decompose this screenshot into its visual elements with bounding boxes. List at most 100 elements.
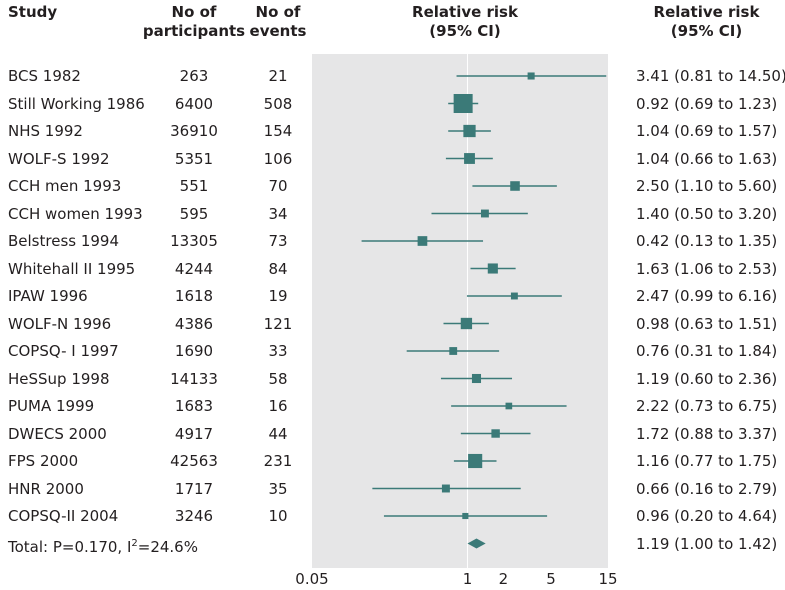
study-name: COPSQ-II 2004 (8, 507, 119, 525)
point-estimate (453, 94, 473, 113)
participants-count: 1618 (174, 287, 214, 305)
study-name: HeSSup 1998 (8, 369, 110, 388)
study-name: Whitehall II 1995 (8, 259, 136, 278)
rr-text: 0.92 (0.69 to 1.23) (636, 94, 778, 113)
point-estimate (527, 72, 535, 80)
point-estimate (449, 347, 458, 355)
rr-text: 2.47 (0.99 to 6.16) (636, 287, 778, 305)
point-estimate (462, 512, 469, 520)
study-name: PUMA 1999 (8, 397, 95, 415)
rr-text: 0.42 (0.13 to 1.35) (636, 232, 778, 250)
events-count: 70 (268, 177, 288, 195)
study-name: CCH women 1993 (8, 204, 143, 223)
participants-count: 4386 (174, 314, 214, 333)
point-estimate (487, 263, 498, 274)
participants-count: 36910 (170, 122, 218, 140)
rr-text: 1.04 (0.66 to 1.63) (636, 149, 778, 168)
events-count: 10 (268, 507, 288, 525)
participants-count: 13305 (170, 232, 218, 250)
x-tick-label: 15 (598, 570, 617, 588)
rr-text: 0.98 (0.63 to 1.51) (636, 314, 778, 333)
point-estimate (480, 209, 489, 218)
x-tick-label: 5 (546, 570, 556, 588)
events-count: 154 (263, 122, 293, 140)
participants-count: 1717 (174, 479, 214, 498)
events-count: 121 (263, 314, 293, 333)
point-estimate (491, 429, 500, 438)
rr-text: 2.50 (1.10 to 5.60) (636, 177, 778, 195)
study-name: HNR 2000 (8, 479, 84, 498)
point-estimate (510, 292, 518, 300)
study-name: DWECS 2000 (8, 424, 107, 443)
rr-text: 1.63 (1.06 to 2.53) (636, 259, 778, 278)
events-count: 16 (268, 397, 288, 415)
point-estimate (468, 453, 483, 469)
participants-count: 3246 (174, 507, 214, 525)
total-rr-text: 1.19 (1.00 to 1.42) (636, 534, 778, 553)
rr-text: 1.19 (0.60 to 2.36) (636, 369, 778, 388)
header-study: Study (8, 3, 58, 21)
study-name: BCS 1982 (8, 67, 81, 85)
participants-count: 4244 (174, 259, 214, 278)
header-events: No of events (249, 3, 307, 40)
events-count: 35 (268, 479, 288, 498)
point-estimate (471, 373, 482, 384)
pooled-diamond (467, 538, 486, 549)
point-estimate (505, 402, 513, 410)
study-name: CCH men 1993 (8, 177, 122, 195)
events-count: 19 (268, 287, 288, 305)
study-name: IPAW 1996 (8, 287, 88, 305)
events-count: 106 (263, 149, 293, 168)
rr-text: 3.41 (0.81 to 14.50) (636, 67, 785, 85)
point-estimate (464, 153, 475, 164)
study-name: WOLF-N 1996 (8, 314, 112, 333)
x-tick-label: 2 (499, 570, 509, 588)
rr-text: 0.76 (0.31 to 1.84) (636, 342, 778, 360)
header-rr-plot: Relative risk (95% CI) (412, 3, 518, 40)
rr-text: 1.16 (0.77 to 1.75) (636, 452, 778, 470)
events-count: 33 (268, 342, 288, 360)
study-name: NHS 1992 (8, 122, 83, 140)
events-count: 44 (268, 424, 288, 443)
participants-count: 263 (179, 67, 209, 85)
rr-text: 2.22 (0.73 to 6.75) (636, 397, 778, 415)
participants-count: 42563 (170, 452, 218, 470)
point-estimate (441, 484, 450, 493)
events-count: 34 (268, 204, 288, 223)
study-name: WOLF-S 1992 (8, 149, 110, 168)
participants-count: 1690 (174, 342, 214, 360)
events-count: 21 (268, 67, 288, 85)
participants-count: 4917 (174, 424, 214, 443)
study-name: COPSQ- I 1997 (8, 342, 119, 360)
header-participants: No of participants (142, 3, 246, 40)
study-name: FPS 2000 (8, 452, 79, 470)
participants-count: 5351 (174, 149, 214, 168)
events-count: 231 (263, 452, 293, 470)
study-name: Still Working 1986 (8, 94, 145, 113)
events-count: 508 (263, 94, 293, 113)
rr-text: 1.04 (0.69 to 1.57) (636, 122, 778, 140)
participants-count: 1683 (174, 397, 214, 415)
rr-text: 0.96 (0.20 to 4.64) (636, 507, 778, 525)
participants-count: 551 (179, 177, 209, 195)
study-name: Belstress 1994 (8, 232, 120, 250)
point-estimate (417, 236, 428, 246)
events-count: 73 (268, 232, 288, 250)
point-estimate (510, 181, 520, 191)
point-estimate (460, 317, 473, 330)
header-rr-text: Relative risk (95% CI) (653, 3, 760, 40)
point-estimate (463, 124, 476, 138)
rr-text: 1.72 (0.88 to 3.37) (636, 424, 778, 443)
x-tick-label: 1 (463, 570, 473, 588)
rr-text: 1.40 (0.50 to 3.20) (636, 204, 778, 223)
participants-count: 14133 (170, 369, 218, 388)
events-count: 84 (268, 259, 288, 278)
total-label: Total: P=0.170, I2=24.6% (8, 537, 198, 556)
events-count: 58 (268, 369, 288, 388)
plot-panel (312, 54, 608, 568)
participants-count: 6400 (174, 94, 214, 113)
rr-text: 0.66 (0.16 to 2.79) (636, 479, 778, 498)
x-tick-label: 0.05 (295, 570, 328, 588)
participants-count: 595 (179, 204, 209, 223)
